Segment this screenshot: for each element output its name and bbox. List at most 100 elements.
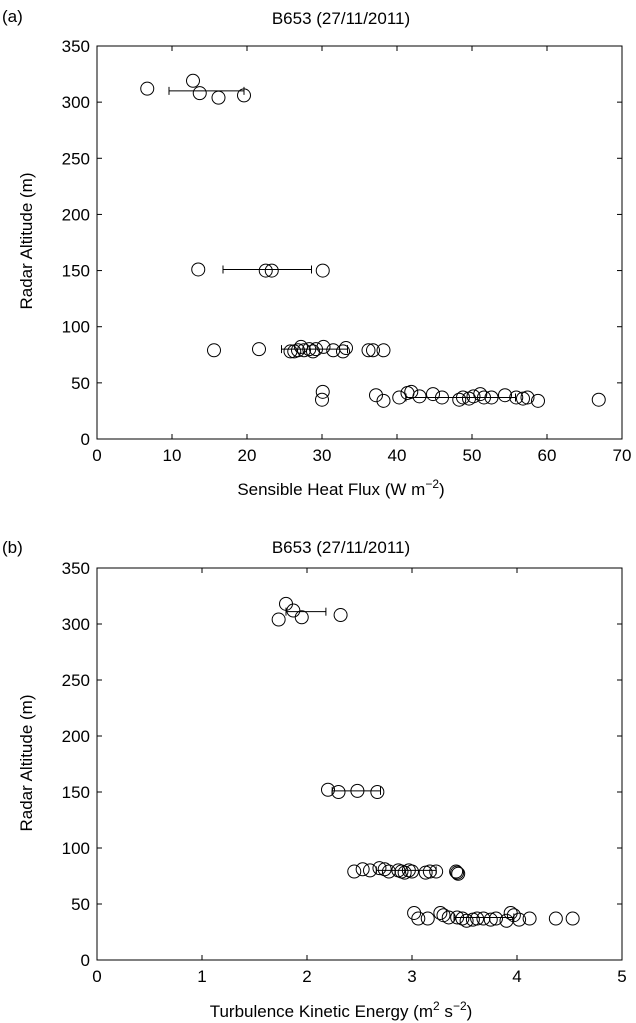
y-tick-label: 100 — [62, 839, 90, 858]
y-tick-label: 250 — [62, 149, 90, 168]
data-point — [315, 263, 330, 278]
data-point — [297, 343, 311, 358]
data-point — [237, 88, 251, 103]
data-point — [433, 905, 448, 920]
data-point — [422, 864, 437, 879]
data-point — [376, 343, 391, 358]
data-point — [405, 864, 419, 879]
data-point — [451, 866, 466, 881]
data-point — [316, 339, 331, 354]
x-tick-label: 0 — [92, 967, 101, 986]
data-point — [376, 393, 391, 408]
data-point — [370, 785, 385, 799]
data-point — [489, 911, 503, 926]
data-point — [302, 342, 317, 357]
y-tick-label: 150 — [62, 783, 90, 802]
data-point — [450, 910, 465, 925]
panel-a-points — [140, 73, 606, 408]
data-point — [509, 390, 524, 405]
panel-b-points — [271, 596, 580, 928]
data-point — [498, 388, 512, 403]
data-point — [355, 862, 370, 877]
x-tick-label: 60 — [538, 446, 557, 465]
data-point — [191, 262, 206, 277]
data-point — [347, 864, 362, 879]
data-point — [548, 911, 563, 926]
data-point — [315, 392, 329, 407]
data-point — [452, 392, 467, 407]
panel-b-label: (b) — [2, 538, 23, 557]
data-point — [361, 343, 376, 358]
y-tick-label: 350 — [62, 37, 90, 56]
y-tick-label: 0 — [81, 430, 90, 449]
panel-a-label: (a) — [2, 7, 23, 26]
data-point — [429, 864, 444, 879]
data-point — [456, 390, 470, 405]
data-point — [321, 782, 335, 797]
data-point — [339, 341, 353, 356]
data-point — [473, 387, 488, 402]
data-point — [286, 603, 301, 618]
data-point — [404, 384, 419, 399]
panel-b-title: B653 (27/11/2011) — [272, 538, 410, 557]
x-tick-label: 2 — [302, 967, 311, 986]
data-point — [336, 344, 350, 359]
x-tick-label: 20 — [238, 446, 257, 465]
data-point — [565, 911, 580, 926]
data-point — [377, 862, 392, 877]
panel-a-title: B653 (27/11/2011) — [272, 9, 410, 28]
data-point — [264, 263, 279, 278]
y-tick-label: 300 — [62, 615, 90, 634]
data-point — [381, 864, 396, 879]
data-point — [309, 342, 323, 357]
data-point — [506, 908, 521, 923]
data-point — [459, 913, 474, 928]
data-point — [522, 911, 537, 926]
y-tick-label: 200 — [62, 727, 90, 746]
data-point — [441, 910, 456, 925]
panel-a-ticks: 0 10 20 30 40 50 60 70 0 50 100 150 200 250 300 350 — [62, 37, 632, 465]
x-tick-label: 4 — [512, 967, 521, 986]
data-point — [366, 343, 380, 358]
data-point — [411, 911, 426, 926]
data-point — [294, 610, 309, 625]
data-point — [412, 389, 427, 404]
panel-a-plot-frame — [96, 45, 623, 440]
data-point — [350, 783, 365, 798]
y-tick-label: 250 — [62, 671, 90, 690]
data-point — [450, 865, 465, 880]
data-point — [484, 390, 499, 405]
data-point — [331, 785, 346, 799]
x-tick-label: 3 — [407, 967, 416, 986]
panel-b: (b) B653 (27/11/2011) Radar Altitude (m)… — [2, 538, 627, 1021]
x-tick-label: 0 — [92, 446, 101, 465]
data-point — [426, 387, 440, 402]
y-tick-label: 100 — [62, 318, 90, 337]
panel-a-error-bars — [168, 86, 516, 402]
panel-a-xlabel: Sensible Heat Flux (W m−2) — [237, 477, 444, 499]
data-point — [372, 861, 387, 876]
data-point — [477, 390, 491, 405]
data-point — [315, 384, 330, 399]
panel-b-ylabel: Radar Altitude (m) — [17, 695, 36, 832]
data-point — [420, 911, 435, 926]
data-point — [207, 343, 221, 358]
y-tick-label: 200 — [62, 205, 90, 224]
data-point — [516, 391, 530, 406]
data-point — [271, 612, 286, 627]
y-tick-label: 300 — [62, 93, 90, 112]
x-tick-label: 30 — [313, 446, 332, 465]
data-point — [397, 865, 412, 880]
y-tick-label: 50 — [71, 895, 90, 914]
data-point — [192, 86, 207, 101]
data-point — [333, 608, 348, 623]
data-point — [363, 863, 377, 878]
panel-b-plot-frame — [96, 567, 623, 961]
data-point — [211, 90, 226, 105]
x-tick-label: 70 — [613, 446, 632, 465]
data-point — [369, 388, 383, 403]
data-point — [392, 390, 407, 405]
panel-b-error-bars — [285, 607, 515, 922]
